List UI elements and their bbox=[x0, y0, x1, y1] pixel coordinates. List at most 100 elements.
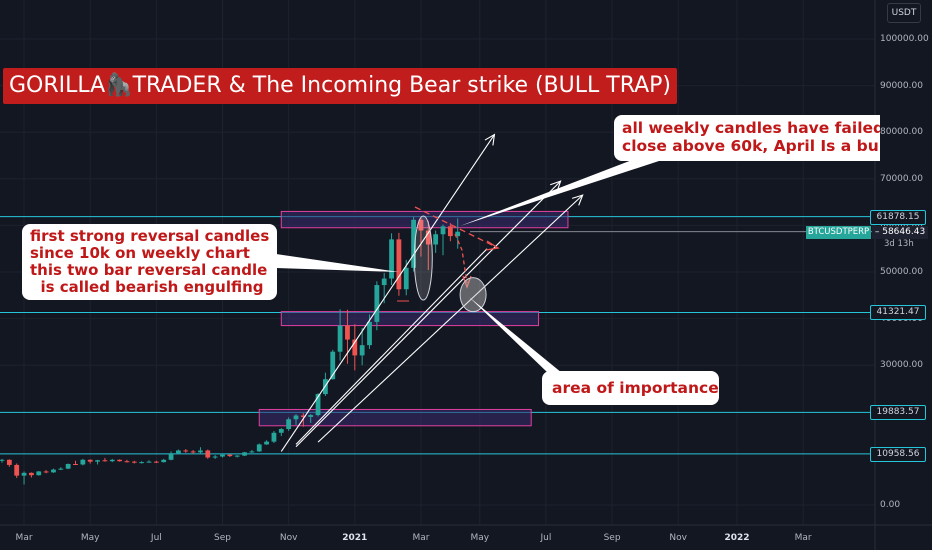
candle-down bbox=[418, 219, 424, 231]
red-drop-arrowhead bbox=[462, 275, 472, 289]
candle-up bbox=[278, 429, 284, 433]
candle-down bbox=[183, 450, 189, 452]
red-projection-arrowhead bbox=[485, 240, 500, 251]
candle-up bbox=[381, 278, 387, 286]
candle-up bbox=[411, 219, 416, 268]
candle-down bbox=[29, 472, 34, 476]
trendline bbox=[295, 248, 488, 445]
candle-up bbox=[80, 459, 86, 465]
candle-up bbox=[51, 469, 56, 473]
candle-down bbox=[153, 461, 159, 463]
candle-up bbox=[212, 456, 218, 458]
candle-up bbox=[433, 234, 439, 245]
time-tick-label: 2021 bbox=[342, 533, 368, 543]
symbol-tag: BTCUSDTPERP bbox=[806, 226, 871, 239]
candle-up bbox=[161, 459, 167, 463]
time-tick-label: May bbox=[80, 533, 100, 543]
candle-up bbox=[65, 463, 71, 469]
zone-rect bbox=[280, 311, 540, 327]
chart-title: GORILLA🦍TRADER & The Incoming Bear strik… bbox=[3, 68, 677, 104]
trendline bbox=[280, 134, 495, 452]
time-tick-label: Sep bbox=[214, 533, 231, 543]
candle-up bbox=[330, 351, 336, 380]
candle-down bbox=[102, 460, 108, 462]
candle-up bbox=[176, 450, 181, 454]
candle-up bbox=[198, 450, 203, 453]
candle-up bbox=[146, 461, 152, 463]
candle-up bbox=[286, 419, 292, 430]
time-tick-label: Jul bbox=[150, 533, 162, 543]
candle-up bbox=[242, 452, 247, 456]
candle-up bbox=[220, 454, 225, 457]
candle-up bbox=[337, 325, 343, 352]
trendline-arrowhead bbox=[484, 133, 496, 146]
supply-demand-zones bbox=[258, 210, 569, 427]
candle-up bbox=[95, 460, 100, 462]
price-tick-label: 90000.00 bbox=[880, 80, 923, 91]
candle-up bbox=[58, 468, 64, 470]
candle-down bbox=[43, 471, 49, 473]
callout-pointer-reversal bbox=[276, 254, 399, 272]
candle-up bbox=[359, 345, 365, 356]
level-label: 10958.56 bbox=[870, 446, 926, 462]
candle-down bbox=[425, 230, 431, 245]
note-reversal-candles: first strong reversal candles since 10k … bbox=[22, 224, 277, 300]
candle-up bbox=[264, 441, 269, 445]
time-tick-label: 2022 bbox=[724, 533, 750, 543]
last-price-tag: – 58646.43 bbox=[872, 226, 928, 239]
candle-up bbox=[0, 459, 5, 461]
zone-rect bbox=[258, 408, 532, 427]
bar-countdown: 3d 13h bbox=[884, 239, 914, 249]
candle-down bbox=[352, 339, 358, 356]
reversal-ellipse bbox=[413, 215, 433, 301]
candle-up bbox=[36, 471, 42, 476]
candle-down bbox=[345, 325, 350, 340]
callout-pointer-area bbox=[469, 297, 562, 373]
candle-up bbox=[315, 394, 321, 416]
red-dashed-projection bbox=[414, 206, 499, 249]
level-label: 19883.57 bbox=[870, 405, 926, 421]
candle-up bbox=[271, 432, 277, 442]
candle-up bbox=[374, 285, 380, 322]
candle-up bbox=[389, 239, 394, 279]
candle-up bbox=[21, 472, 27, 476]
time-tick-label: Jul bbox=[540, 533, 552, 543]
candle-up bbox=[403, 267, 409, 290]
candle-down bbox=[300, 415, 306, 417]
trendlines bbox=[280, 133, 584, 452]
last-price-value: 58646.43 bbox=[882, 227, 926, 237]
trendline-arrowhead bbox=[550, 180, 562, 192]
trendline bbox=[317, 194, 584, 443]
price-tick-label: 50000.00 bbox=[880, 267, 923, 277]
time-tick-label: Mar bbox=[412, 533, 430, 543]
price-tick-label: 70000.00 bbox=[880, 173, 923, 184]
currency-badge[interactable]: USDT bbox=[887, 3, 921, 23]
candle-up bbox=[139, 462, 145, 464]
level-label: 61878.15 bbox=[870, 209, 926, 225]
last-price-dash: – bbox=[872, 227, 883, 237]
level-label: 41321.47 bbox=[870, 305, 926, 321]
highlight-marks bbox=[397, 206, 500, 313]
candle-down bbox=[14, 464, 20, 476]
trendline bbox=[295, 180, 561, 448]
candle-down bbox=[190, 451, 196, 453]
note-area-of-importance: area of importance bbox=[542, 371, 719, 405]
candle-down bbox=[447, 226, 453, 237]
trendline-arrowhead bbox=[571, 194, 584, 206]
candle-up bbox=[293, 415, 299, 420]
candle-up bbox=[168, 453, 174, 460]
time-tick-label: Sep bbox=[603, 533, 621, 543]
time-tick-label: Nov bbox=[669, 533, 687, 543]
candle-up bbox=[249, 451, 255, 453]
candle-down bbox=[124, 461, 130, 463]
candle-down bbox=[117, 459, 122, 462]
price-tick-label: 80000.00 bbox=[880, 127, 923, 138]
candle-up bbox=[109, 459, 115, 462]
candle-up bbox=[367, 321, 372, 346]
area-circle bbox=[459, 277, 487, 313]
candle-down bbox=[6, 459, 12, 465]
callout-pointers bbox=[276, 160, 662, 373]
time-tick-label: Nov bbox=[279, 533, 298, 543]
candle-up bbox=[455, 231, 461, 237]
candle-down bbox=[87, 459, 93, 462]
